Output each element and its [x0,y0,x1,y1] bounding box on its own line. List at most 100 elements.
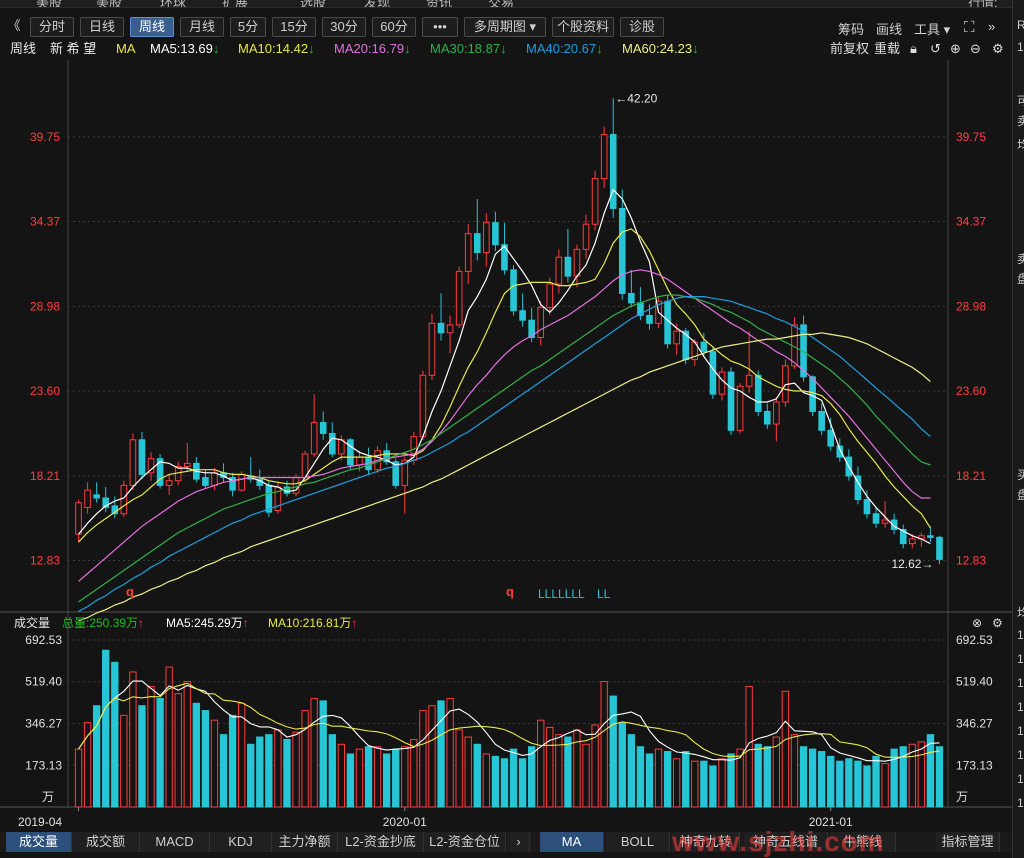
indicator-tab[interactable]: 成交量 [6,832,72,852]
volume-bar-up [83,722,92,808]
volume-tick-right: 346.27 [956,716,993,730]
period-button[interactable]: 周线 [130,17,174,37]
reload-button[interactable]: 重载 [874,41,901,56]
draw-line-button[interactable]: 画线 [876,22,903,37]
quote-panel-text: 1 [1017,628,1024,642]
period-button[interactable]: 日线 [80,17,124,37]
zoom-out-icon[interactable]: ⊖ [970,41,981,56]
settings-gear-icon[interactable]: ⚙ [992,41,1004,56]
indicator-tab[interactable]: MA [540,832,604,852]
top-menu-item[interactable]: 环球 [160,0,187,8]
quote-panel-text: 1 [1017,772,1024,786]
volume-bar-up [419,710,427,808]
volume-bar-up [165,666,173,808]
volume-bar-down [473,743,481,808]
price-tick-right: 23.60 [956,384,986,398]
top-menu-item[interactable]: 资讯 [426,0,453,8]
q-marker: q [126,584,134,599]
period-button[interactable]: 诊股 [620,17,664,37]
period-button[interactable]: 5分 [230,17,266,37]
volume-ma10-line [78,682,940,758]
volume-bar-up [210,719,219,808]
volume-bar-down [518,758,527,808]
chips-button[interactable]: 筹码 [838,22,865,37]
tab-scroll-right-icon[interactable]: › [508,832,530,852]
candle-up [129,439,137,486]
period-button[interactable]: 15分 [272,17,316,37]
indicator-tab[interactable]: 牛熊线 [830,832,896,852]
candle-up [464,233,472,272]
candle-down [156,458,164,486]
volume-tick-left: 692.53 [25,633,62,647]
ma40-value: MA40:20.67↓ [526,41,603,56]
top-menu-item[interactable]: 选股 [300,0,327,8]
indicator-tab[interactable]: 主力净额 [272,832,338,852]
signal-markers: LL [597,587,611,601]
candle-up [147,458,155,474]
candle-down [818,410,825,431]
top-menu-item[interactable]: 发现 [364,0,391,8]
candlestick-chart[interactable]: 39.75 39.75 34.37 34.37 28.98 28.98 23.60 23.60… [0,0,1012,832]
top-search-text[interactable]: 行情; [968,0,998,8]
candle-down [618,207,626,294]
indicator-tab[interactable]: MACD [140,832,210,852]
top-menu-item[interactable]: 美股 [36,0,63,8]
lock-icon[interactable]: 🔒︎ [910,41,917,56]
volume-bar-down [346,753,355,808]
close-volume-icon[interactable]: ⊗ [972,616,983,630]
top-menu-item[interactable]: 扩展 [222,0,249,8]
price-adjust-toggle[interactable]: 前复权 [830,41,870,56]
candle-down [863,499,871,515]
period-button[interactable]: 月线 [180,17,224,37]
candle-down [890,519,898,530]
volume-bar-down [328,734,336,808]
period-button[interactable]: 分时 [30,17,74,37]
candle-up [555,256,563,285]
tools-dropdown[interactable]: 工具 ▾ [914,22,951,37]
indicator-tab[interactable]: 成交额 [72,832,140,852]
ma20-value: MA20:16.79↓ [334,41,411,56]
indicator-tab[interactable]: 指标管理 [936,832,1000,852]
volume-bar-down [763,746,771,808]
x-tick-label: 2021-01 [809,815,853,829]
indicator-tab[interactable]: 神奇五线谱 [744,832,828,852]
fullscreen-icon[interactable]: ⛶ [964,19,975,36]
candle-up [120,484,128,515]
volume-settings-gear-icon[interactable]: ⚙ [992,616,1003,630]
period-button[interactable]: 多周期图 ▾ [464,17,546,37]
top-menu-item[interactable]: 美股 [96,0,123,8]
ma-legend-bar: 周线 新 希 望 MA MA5:13.69↓ MA10:14.42↓ MA20:… [0,39,1012,59]
drawing-tools: 筹码 画线 工具 ▾ ⛶ » [838,17,1008,37]
quote-panel-text: 均 [1017,138,1024,152]
volume-bar-up [147,685,155,808]
indicator-tab[interactable]: 神奇九转 [672,832,740,852]
period-button[interactable]: 《 [7,18,21,33]
period-button[interactable]: 30分 [322,17,366,37]
volume-bar-up [74,748,83,808]
candle-up [455,270,463,326]
volume-bar-down [872,755,880,808]
indicator-tab[interactable]: KDJ [210,832,272,852]
volume-tick-right: 519.40 [956,675,993,689]
indicator-tab[interactable]: L2-资金抄底 [338,832,424,852]
candle-up [84,489,91,508]
indicator-tab[interactable]: L2-资金仓位 [424,832,506,852]
volume-bar-down [627,734,636,808]
quote-panel-text: 卖 [1017,252,1024,266]
zoom-in-icon[interactable]: ⊕ [950,41,961,56]
undo-icon[interactable]: ↺ [930,41,941,56]
volume-bar-up [672,758,681,808]
period-button[interactable]: ••• [422,17,458,37]
volume-bar-down [219,734,228,808]
candle-down [628,292,635,304]
q-marker: q [506,584,514,599]
indicator-name[interactable]: MA [116,41,136,56]
volume-total: 总量:250.39万↑ [62,616,145,630]
double-chevron-right-icon[interactable]: » [988,19,996,34]
top-menu-item[interactable]: 交易 [488,0,515,8]
period-button[interactable]: 个股资料 [552,17,614,37]
candle-down [347,439,354,466]
period-button[interactable]: 60分 [372,17,416,37]
indicator-tab[interactable]: BOLL [606,832,670,852]
volume-tick-left: 173.13 [25,758,62,772]
